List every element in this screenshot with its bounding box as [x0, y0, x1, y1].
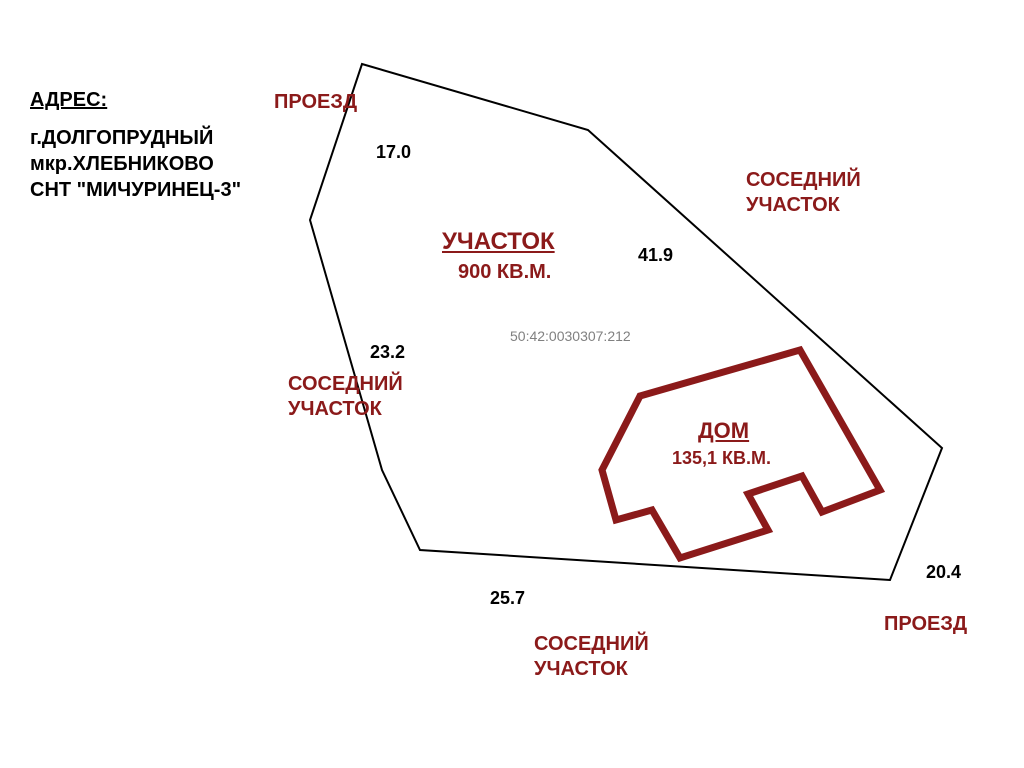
dimension-25-7: 25.7: [490, 588, 525, 610]
neighbor-label-ne: СОСЕДНИЙ УЧАСТОК: [746, 168, 861, 218]
dimension-23-2: 23.2: [370, 342, 405, 364]
dimension-41-9: 41.9: [638, 245, 673, 267]
address-title: АДРЕС:: [30, 88, 107, 112]
house-area: 135,1 КВ.М.: [672, 448, 771, 470]
site-plan-canvas: АДРЕС: г.ДОЛГОПРУДНЫЙ мкр.ХЛЕБНИКОВО СНТ…: [0, 0, 1024, 768]
neighbor-w-line1: СОСЕДНИЙ: [288, 373, 403, 395]
neighbor-s-line2: УЧАСТОК: [534, 658, 628, 680]
plot-title: УЧАСТОК: [442, 228, 555, 257]
neighbor-label-s: СОСЕДНИЙ УЧАСТОК: [534, 632, 649, 682]
dimension-17: 17.0: [376, 142, 411, 164]
neighbor-label-w: СОСЕДНИЙ УЧАСТОК: [288, 372, 403, 422]
plot-area: 900 КВ.М.: [458, 260, 551, 284]
road-label-top: ПРОЕЗД: [274, 90, 357, 114]
address-line-2: мкр.ХЛЕБНИКОВО: [30, 152, 214, 176]
road-label-bottom: ПРОЕЗД: [884, 612, 967, 636]
neighbor-w-line2: УЧАСТОК: [288, 398, 382, 420]
address-line-1: г.ДОЛГОПРУДНЫЙ: [30, 126, 213, 150]
neighbor-s-line1: СОСЕДНИЙ: [534, 633, 649, 655]
address-line-3: СНТ "МИЧУРИНЕЦ-3": [30, 178, 241, 202]
plan-svg: [0, 0, 1024, 768]
neighbor-ne-line2: УЧАСТОК: [746, 194, 840, 216]
dimension-20-4: 20.4: [926, 562, 961, 584]
house-title: ДОМ: [698, 418, 749, 444]
neighbor-ne-line1: СОСЕДНИЙ: [746, 169, 861, 191]
cadastral-number: 50:42:0030307:212: [510, 328, 631, 345]
